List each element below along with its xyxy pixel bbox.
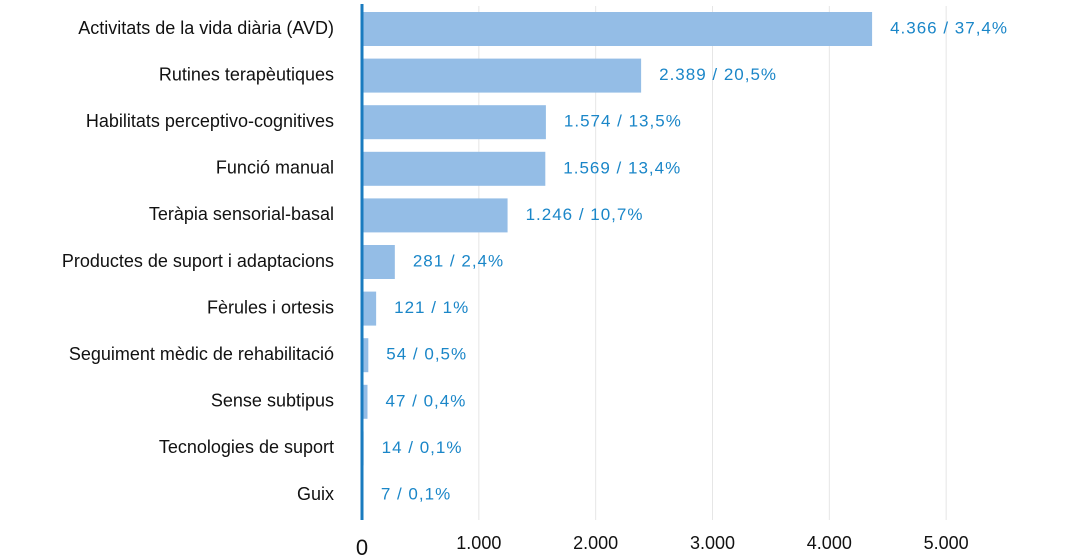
- y-tick-label: Funció manual: [216, 158, 334, 178]
- bar: [362, 12, 873, 46]
- value-label: 121 / 1%: [394, 298, 469, 317]
- x-tick-label: 1.000: [456, 533, 501, 553]
- value-label: 281 / 2,4%: [413, 251, 504, 270]
- bar: [362, 105, 546, 140]
- y-tick-label: Activitats de la vida diària (AVD): [78, 18, 334, 38]
- value-label: 4.366 / 37,4%: [890, 18, 1008, 37]
- x-tick-label: 5.000: [924, 533, 969, 553]
- bar: [362, 291, 377, 326]
- y-tick-label: Seguiment mèdic de rehabilitació: [69, 344, 334, 364]
- value-label: 1.246 / 10,7%: [526, 205, 644, 224]
- x-tick-label: 3.000: [690, 533, 735, 553]
- bar: [362, 338, 369, 373]
- y-tick-label: Teràpia sensorial-basal: [149, 204, 334, 224]
- value-label: 14 / 0,1%: [382, 438, 463, 457]
- value-label: 2.389 / 20,5%: [659, 65, 777, 84]
- value-label: 1.569 / 13,4%: [563, 158, 681, 177]
- x-tick-label: 4.000: [807, 533, 852, 553]
- y-tick-label: Rutines terapèutiques: [159, 64, 334, 84]
- bar: [362, 198, 508, 233]
- y-tick-label: Guix: [297, 484, 334, 504]
- x-tick-label: 0: [356, 535, 368, 557]
- value-label: 47 / 0,4%: [385, 391, 466, 410]
- y-tick-label: Fèrules i ortesis: [207, 297, 334, 317]
- bar: [362, 58, 642, 93]
- value-label: 54 / 0,5%: [386, 345, 467, 364]
- value-label: 1.574 / 13,5%: [564, 112, 682, 131]
- y-tick-label: Productes de suport i adaptacions: [62, 251, 334, 271]
- y-tick-label: Sense subtipus: [211, 391, 334, 411]
- y-tick-label: Habilitats perceptivo-cognitives: [86, 111, 334, 131]
- value-label: 7 / 0,1%: [381, 484, 451, 503]
- bar: [362, 245, 395, 279]
- bar: [362, 384, 368, 419]
- bar: [362, 151, 546, 186]
- y-tick-label: Tecnologies de suport: [159, 437, 334, 457]
- x-tick-label: 2.000: [573, 533, 618, 553]
